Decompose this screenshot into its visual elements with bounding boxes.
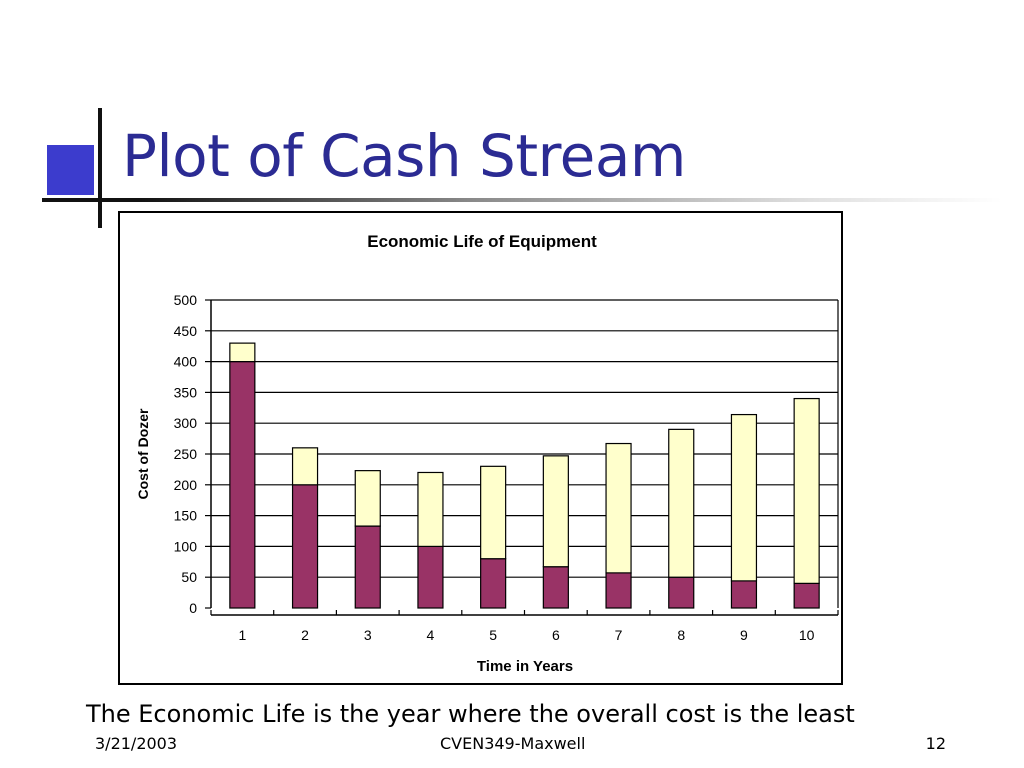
y-tick-label: 50 (181, 569, 197, 585)
title-horizontal-rule (42, 198, 1002, 202)
bar-series-1-year-5 (480, 558, 507, 609)
x-tick-label: 1 (238, 627, 246, 643)
bar-series-1-year-2 (291, 484, 319, 609)
y-tick-label: 250 (174, 446, 198, 462)
bar-series-1-year-8 (668, 576, 695, 609)
bar-series-1-year-1 (229, 361, 256, 609)
footer-page-number: 12 (925, 734, 946, 753)
bar-series-2-year-6 (542, 455, 569, 568)
x-tick-label: 9 (740, 627, 748, 643)
bar-series-1-year-6 (542, 566, 569, 609)
y-tick-label: 150 (174, 508, 198, 524)
bar-series-2-year-4 (417, 471, 444, 548)
y-tick-label: 200 (174, 477, 198, 493)
y-tick-label: 400 (174, 354, 198, 370)
bar-series-2-year-9 (730, 413, 758, 582)
y-tick-label: 450 (174, 323, 198, 339)
y-tick-label: 0 (189, 600, 197, 616)
x-tick-label: 10 (799, 627, 815, 643)
x-tick-label: 8 (677, 627, 685, 643)
x-tick-label: 5 (489, 627, 497, 643)
y-tick-label: 500 (174, 292, 198, 308)
bar-series-1-year-9 (730, 580, 758, 609)
bar-series-1-year-10 (793, 582, 820, 609)
x-tick-label: 2 (301, 627, 309, 643)
bar-series-2-year-3 (354, 470, 381, 527)
bars (229, 342, 820, 609)
x-tick-labels: 1 2 3 4 5 6 7 8 9 10 (238, 627, 814, 643)
y-tick-label: 300 (174, 415, 198, 431)
bar-series-2-year-8 (668, 428, 695, 578)
bar-series-2-year-2 (291, 447, 319, 486)
x-tick-label: 3 (364, 627, 372, 643)
title-vertical-rule (98, 108, 102, 228)
y-axis-label: Cost of Dozer (135, 408, 151, 500)
axes (205, 299, 839, 616)
bar-series-2-year-5 (480, 465, 507, 560)
bar-series-2-year-1 (229, 342, 256, 363)
chart-title: Economic Life of Equipment (367, 232, 597, 251)
bar-series-1-year-7 (605, 572, 632, 609)
accent-square (47, 145, 94, 195)
footer-date: 3/21/2003 (95, 734, 178, 753)
slide-caption: The Economic Life is the year where the … (86, 700, 855, 728)
bar-series-1-year-4 (417, 545, 444, 609)
bar-series-1-year-3 (354, 525, 381, 609)
y-tick-label: 350 (174, 384, 198, 400)
bar-series-2-year-7 (605, 442, 632, 574)
x-tick-label: 4 (427, 627, 435, 643)
x-tick-label: 7 (615, 627, 623, 643)
y-tick-label: 100 (174, 538, 198, 554)
x-tick-label: 6 (552, 627, 560, 643)
bar-series-2-year-10 (793, 397, 820, 584)
x-axis-label: Time in Years (477, 658, 573, 675)
footer-course: CVEN349-Maxwell (440, 734, 586, 753)
slide-title: Plot of Cash Stream (122, 122, 686, 190)
y-tick-labels: 0 50 100 150 200 250 300 350 400 450 500 (174, 292, 198, 616)
